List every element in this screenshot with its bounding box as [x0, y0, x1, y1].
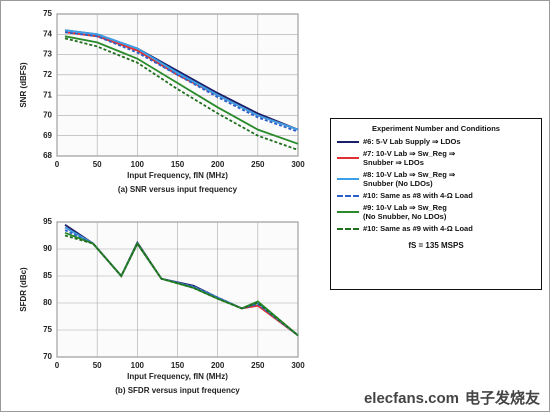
y-tick-label: 73	[43, 50, 52, 59]
legend-entries: #6: 5-V Lab Supply ⇒ LDOs #7: 10-V Lab ⇒ …	[337, 137, 535, 233]
x-tick-label: 200	[211, 160, 225, 169]
watermark-brand: 电子发烧友	[464, 390, 540, 407]
legend-entry: #10: Same as #9 with 4-Ω Load	[337, 224, 535, 233]
watermark-site: elecfans.com	[363, 390, 459, 407]
x-tick-label: 200	[211, 361, 225, 370]
x-tick-label: 50	[93, 361, 102, 370]
y-tick-label: 80	[43, 298, 52, 307]
y-tick-label: 69	[43, 131, 52, 140]
legend-entry: #6: 5-V Lab Supply ⇒ LDOs	[337, 137, 535, 146]
legend-label: #10: Same as #8 with 4-Ω Load	[363, 191, 473, 200]
y-tick-label: 95	[43, 217, 52, 226]
legend-entry: #7: 10-V Lab ⇒ Sw_Reg ⇒ Snubber ⇒ LDOs	[337, 149, 535, 167]
legend-swatch	[337, 140, 359, 143]
legend-label: #10: Same as #9 with 4-Ω Load	[363, 224, 473, 233]
legend-swatch	[337, 157, 359, 159]
legend: Experiment Number and Conditions #6: 5-V…	[330, 118, 542, 290]
caption: (b) SFDR versus input frequency	[115, 386, 240, 395]
legend-note: fS = 135 MSPS	[408, 241, 464, 250]
legend-entry: #10: Same as #8 with 4-Ω Load	[337, 191, 535, 200]
x-tick-label: 250	[251, 361, 265, 370]
series-line	[64, 31, 299, 133]
watermark: elecfans.com 电子发烧友	[364, 387, 540, 408]
legend-label: #6: 5-V Lab Supply ⇒ LDOs	[363, 137, 461, 146]
series-line	[64, 234, 299, 337]
x-tick-label: 150	[171, 160, 185, 169]
x-tick-label: 100	[131, 361, 145, 370]
x-axis-title: Input Frequency, fIN (MHz)	[127, 171, 228, 180]
x-tick-label: 50	[93, 160, 102, 169]
legend-title: Experiment Number and Conditions	[372, 124, 500, 133]
x-tick-label: 100	[131, 160, 145, 169]
series-line	[64, 29, 299, 131]
y-tick-label: 71	[43, 90, 52, 99]
legend-entry: #9: 10-V Lab ⇒ Sw_Reg (No Snubber, No LD…	[337, 203, 535, 221]
legend-label: #8: 10-V Lab ⇒ Sw_Reg ⇒ Snubber (No LDOs…	[363, 170, 456, 188]
x-tick-label: 150	[171, 361, 185, 370]
y-tick-label: 70	[43, 111, 52, 120]
series-line	[64, 37, 299, 151]
x-tick-label: 250	[251, 160, 265, 169]
legend-swatch	[337, 211, 359, 213]
legend-label: #7: 10-V Lab ⇒ Sw_Reg ⇒ Snubber ⇒ LDOs	[363, 149, 456, 167]
legend-swatch	[337, 178, 359, 180]
x-tick-label: 0	[55, 160, 60, 169]
y-tick-label: 74	[43, 29, 52, 38]
series-line	[64, 35, 299, 145]
y-tick-label: 75	[43, 9, 52, 18]
legend-label: #9: 10-V Lab ⇒ Sw_Reg (No Snubber, No LD…	[363, 203, 447, 221]
x-tick-label: 0	[55, 361, 60, 370]
y-tick-label: 85	[43, 271, 52, 280]
y-tick-label: 72	[43, 70, 52, 79]
y-tick-label: 68	[43, 151, 52, 160]
y-tick-label: 90	[43, 244, 52, 253]
caption: (a) SNR versus input frequency	[118, 185, 238, 194]
y-tick-label: 75	[43, 325, 52, 334]
legend-swatch	[337, 227, 359, 230]
legend-entry: #8: 10-V Lab ⇒ Sw_Reg ⇒ Snubber (No LDOs…	[337, 170, 535, 188]
y-axis-title: SNR (dBFS)	[19, 62, 28, 108]
x-axis-title: Input Frequency, fIN (MHz)	[127, 372, 228, 381]
x-tick-label: 300	[291, 361, 305, 370]
x-tick-label: 300	[291, 160, 305, 169]
legend-swatch	[337, 194, 359, 197]
y-tick-label: 70	[43, 352, 52, 361]
y-axis-title: SFDR (dBc)	[19, 267, 28, 312]
